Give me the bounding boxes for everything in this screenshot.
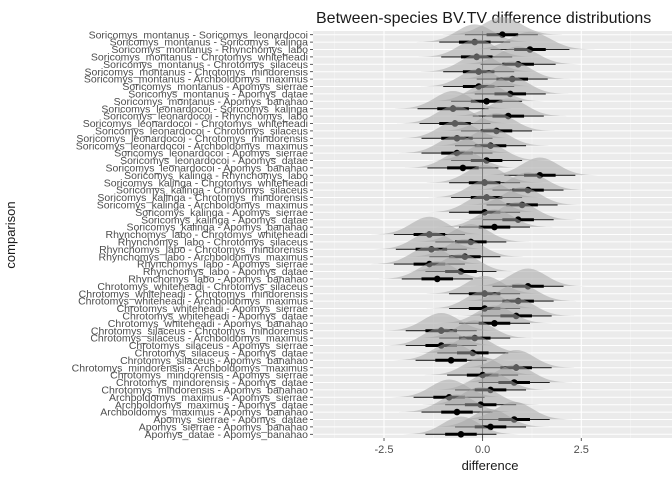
median-point	[433, 275, 441, 283]
y-tick-label: Rhynchomys_labo - Archboldomys_maximus	[98, 251, 308, 263]
y-axis: Soricomys_montanus - Soricomys_leonardoc…	[72, 29, 313, 441]
chart-title: Between-species BV.TV difference distrib…	[316, 10, 651, 27]
y-tick-label: Soricomys_leonardocoi - Chrotomys_whiteh…	[83, 118, 308, 130]
y-tick-label: Chrotomys_silaceus - Archboldomys_maximu…	[90, 333, 308, 345]
y-axis-label: comparison	[3, 201, 18, 268]
y-tick-label: Soricomys_leonardocoi - Apomys_sierrae	[114, 148, 308, 160]
density-slab	[402, 416, 519, 435]
y-tick-label: Chrotomys_mindorensis - Archboldomys_max…	[72, 362, 308, 374]
y-tick-label: Soricomys_kalinga - Chrotomys_whiteheadi	[104, 177, 308, 189]
y-tick-label: Chrotomys_silaceus - Chrotomys_mindorens…	[91, 325, 308, 337]
median-point	[491, 320, 498, 327]
comparison-mark	[402, 416, 519, 438]
y-tick-label: Soricomys_leonardocoi - Rhynchomys_labo	[103, 111, 308, 123]
y-tick-label: Soricomys_montanus - Chrotomys_mindorens…	[85, 66, 309, 78]
y-tick-label: Soricomys_montanus - Apomys_datae	[128, 89, 308, 101]
y-tick-label: Archboldomys_maximus - Apomys_sierrae	[109, 392, 308, 404]
x-tick-label: 0.0	[475, 444, 490, 456]
density-slab	[481, 157, 598, 176]
y-tick-label: Chrotomys_silaceus - Apomys_banahao	[120, 355, 308, 367]
y-tick-label: Chrotomys_whiteheadi - Chrotomys_mindore…	[79, 288, 308, 300]
y-tick-label: Chrotomys_whiteheadi - Apomys_banahao	[108, 318, 308, 330]
y-tick-label: Soricomys_leonardocoi - Chrotomys_silace…	[95, 126, 308, 138]
y-tick-label: Rhynchomys_labo - Apomys_banahao	[128, 274, 308, 286]
y-tick-label: Soricomys_kalinga - Apomys_sierrae	[135, 207, 308, 219]
density-slab	[450, 98, 567, 117]
y-tick-label: Soricomys_montanus - Soricomys_kalinga	[110, 37, 309, 49]
y-tick-label: Soricomys_leonardocoi - Chrotomys_mindor…	[76, 133, 308, 145]
y-tick-label: Rhynchomys_labo - Chrotomys_whiteheadi	[105, 229, 308, 241]
y-tick-label: Chrotomys_mindorensis - Apomys_datae	[116, 377, 308, 389]
y-tick-label: Soricomys_kalinga - Apomys_datae	[141, 214, 308, 226]
y-tick-label: Chrotomys_silaceus - Apomys_sierrae	[129, 340, 308, 352]
y-tick-label: Soricomys_montanus - Chrotomys_silaceus	[103, 59, 308, 71]
y-tick-label: Archboldomys_maximus - Apomys_banahao	[100, 407, 308, 419]
y-tick-label: Chrotomys_silaceus - Apomys_datae	[135, 348, 308, 360]
y-tick-label: Chrotomys_whiteheadi - Apomys_sierrae	[117, 303, 309, 315]
median-point	[459, 164, 467, 172]
y-tick-label: Soricomys_montanus - Rhynchomys_labo	[111, 44, 308, 56]
y-tick-label: Apomys_datae - Apomys_banahao	[145, 429, 309, 441]
y-tick-label: Soricomys_montanus - Soricomys_leonardoc…	[89, 29, 308, 41]
density-slab	[393, 342, 510, 361]
y-tick-label: Soricomys_kalinga - Chrotomys_silaceus	[116, 185, 308, 197]
comparison-mark	[379, 261, 496, 283]
y-tick-label: Rhynchomys_labo - Apomys_sierrae	[137, 259, 308, 271]
median-point	[483, 98, 490, 105]
y-tick-label: Rhynchomys_labo - Apomys_datae	[143, 266, 308, 278]
y-tick-label: Soricomys_kalinga - Chrotomys_mindorensi…	[97, 192, 308, 204]
y-tick-label: Rhynchomys_labo - Chrotomys_silaceus	[118, 237, 308, 249]
y-tick-label: Chrotomys_mindorensis - Apomys_sierrae	[110, 370, 308, 382]
y-tick-label: Soricomys_leonardocoi - Archboldomys_max…	[76, 140, 308, 152]
x-axis-label: difference	[462, 458, 519, 473]
y-tick-label: Soricomys_kalinga - Archboldomys_maximus	[97, 200, 308, 212]
y-tick-label: Apomys_sierrae - Apomys_banahao	[139, 422, 308, 434]
density-slab	[399, 394, 515, 413]
y-tick-label: Soricomys_montanus - Apomys_sierrae	[122, 81, 308, 93]
y-tick-label: Chrotomys_whiteheadi - Chrotomys_silaceu…	[97, 281, 308, 293]
median-point	[447, 357, 455, 364]
y-tick-label: Chrotomys_whiteheadi - Archboldomys_maxi…	[78, 296, 308, 308]
y-tick-label: Soricomys_kalinga - Apomys_banahao	[126, 222, 308, 234]
density-slab	[436, 305, 553, 324]
density-slab	[465, 31, 595, 50]
interval-marks	[371, 16, 598, 438]
y-tick-label: Soricomys_montanus - Archboldomys_maximu…	[84, 74, 308, 86]
median-point	[487, 423, 494, 431]
y-tick-label: Chrotomys_mindorensis - Apomys_banahao	[101, 385, 308, 397]
x-axis: -2.5 0.0 2.5	[375, 438, 589, 456]
y-tick-label: Soricomys_montanus - Apomys_banahao	[114, 96, 309, 108]
y-tick-label: Archboldomys_maximus - Apomys_datae	[115, 399, 308, 411]
y-tick-label: Soricomys_leonardocoi - Apomys_datae	[120, 155, 308, 167]
y-tick-label: Soricomys_leonardocoi - Apomys_banahao	[105, 163, 308, 175]
density-slab	[379, 261, 496, 279]
density-slab	[395, 90, 512, 109]
y-tick-label: Soricomys_leonardocoi - Soricomys_kaling…	[101, 103, 308, 115]
median-point	[453, 408, 461, 416]
y-tick-label: Soricomys_montanus - Chrotomys_whitehead…	[91, 52, 308, 64]
x-tick-label: 2.5	[574, 444, 589, 456]
y-tick-label: Rhynchomys_labo - Chrotomys_mindorensis	[99, 244, 308, 256]
x-tick-label: -2.5	[375, 444, 394, 456]
density-slab	[416, 24, 533, 43]
median-point	[457, 431, 465, 438]
median-point	[491, 223, 498, 231]
density-slab	[436, 209, 553, 228]
y-tick-label: Soricomys_kalinga - Rhynchomys_labo	[124, 170, 308, 182]
y-tick-label: Apomys_sierrae - Apomys_datae	[153, 414, 308, 426]
density-slab	[404, 150, 521, 168]
y-tick-label: Chrotomys_whiteheadi - Apomys_datae	[122, 311, 308, 323]
